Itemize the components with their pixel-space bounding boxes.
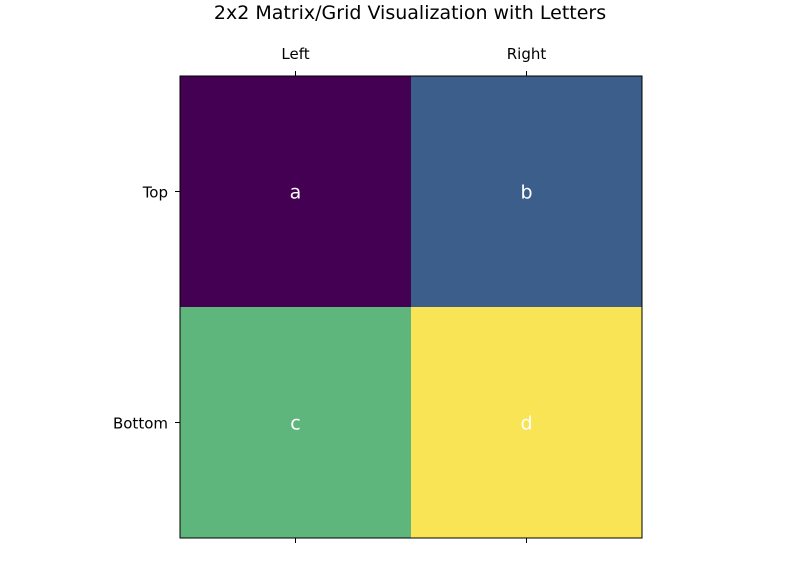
x-tick-label-left: Left: [281, 45, 309, 63]
heatmap-cell-d: [411, 307, 642, 538]
cell-labels: a b c d: [290, 182, 533, 435]
heatmap-cell-a: [180, 76, 411, 307]
cell-label-c: c: [290, 413, 300, 435]
x-tick-label-right: Right: [507, 45, 547, 63]
heatmap-cells: [180, 76, 642, 538]
cell-label-d: d: [520, 413, 532, 435]
y-tick-label-top: Top: [142, 184, 168, 202]
axis-tick-labels: Left Right Top Bottom: [113, 45, 546, 433]
y-tick-label-bottom: Bottom: [113, 415, 168, 433]
cell-label-b: b: [520, 182, 532, 204]
chart-title: 2x2 Matrix/Grid Visualization with Lette…: [214, 2, 606, 24]
cell-label-a: a: [290, 182, 302, 204]
plot-frame: [179, 75, 643, 539]
heatmap-cell-b: [411, 76, 642, 307]
heatmap-cell-c: [180, 307, 411, 538]
axis-ticks: [175, 71, 527, 543]
